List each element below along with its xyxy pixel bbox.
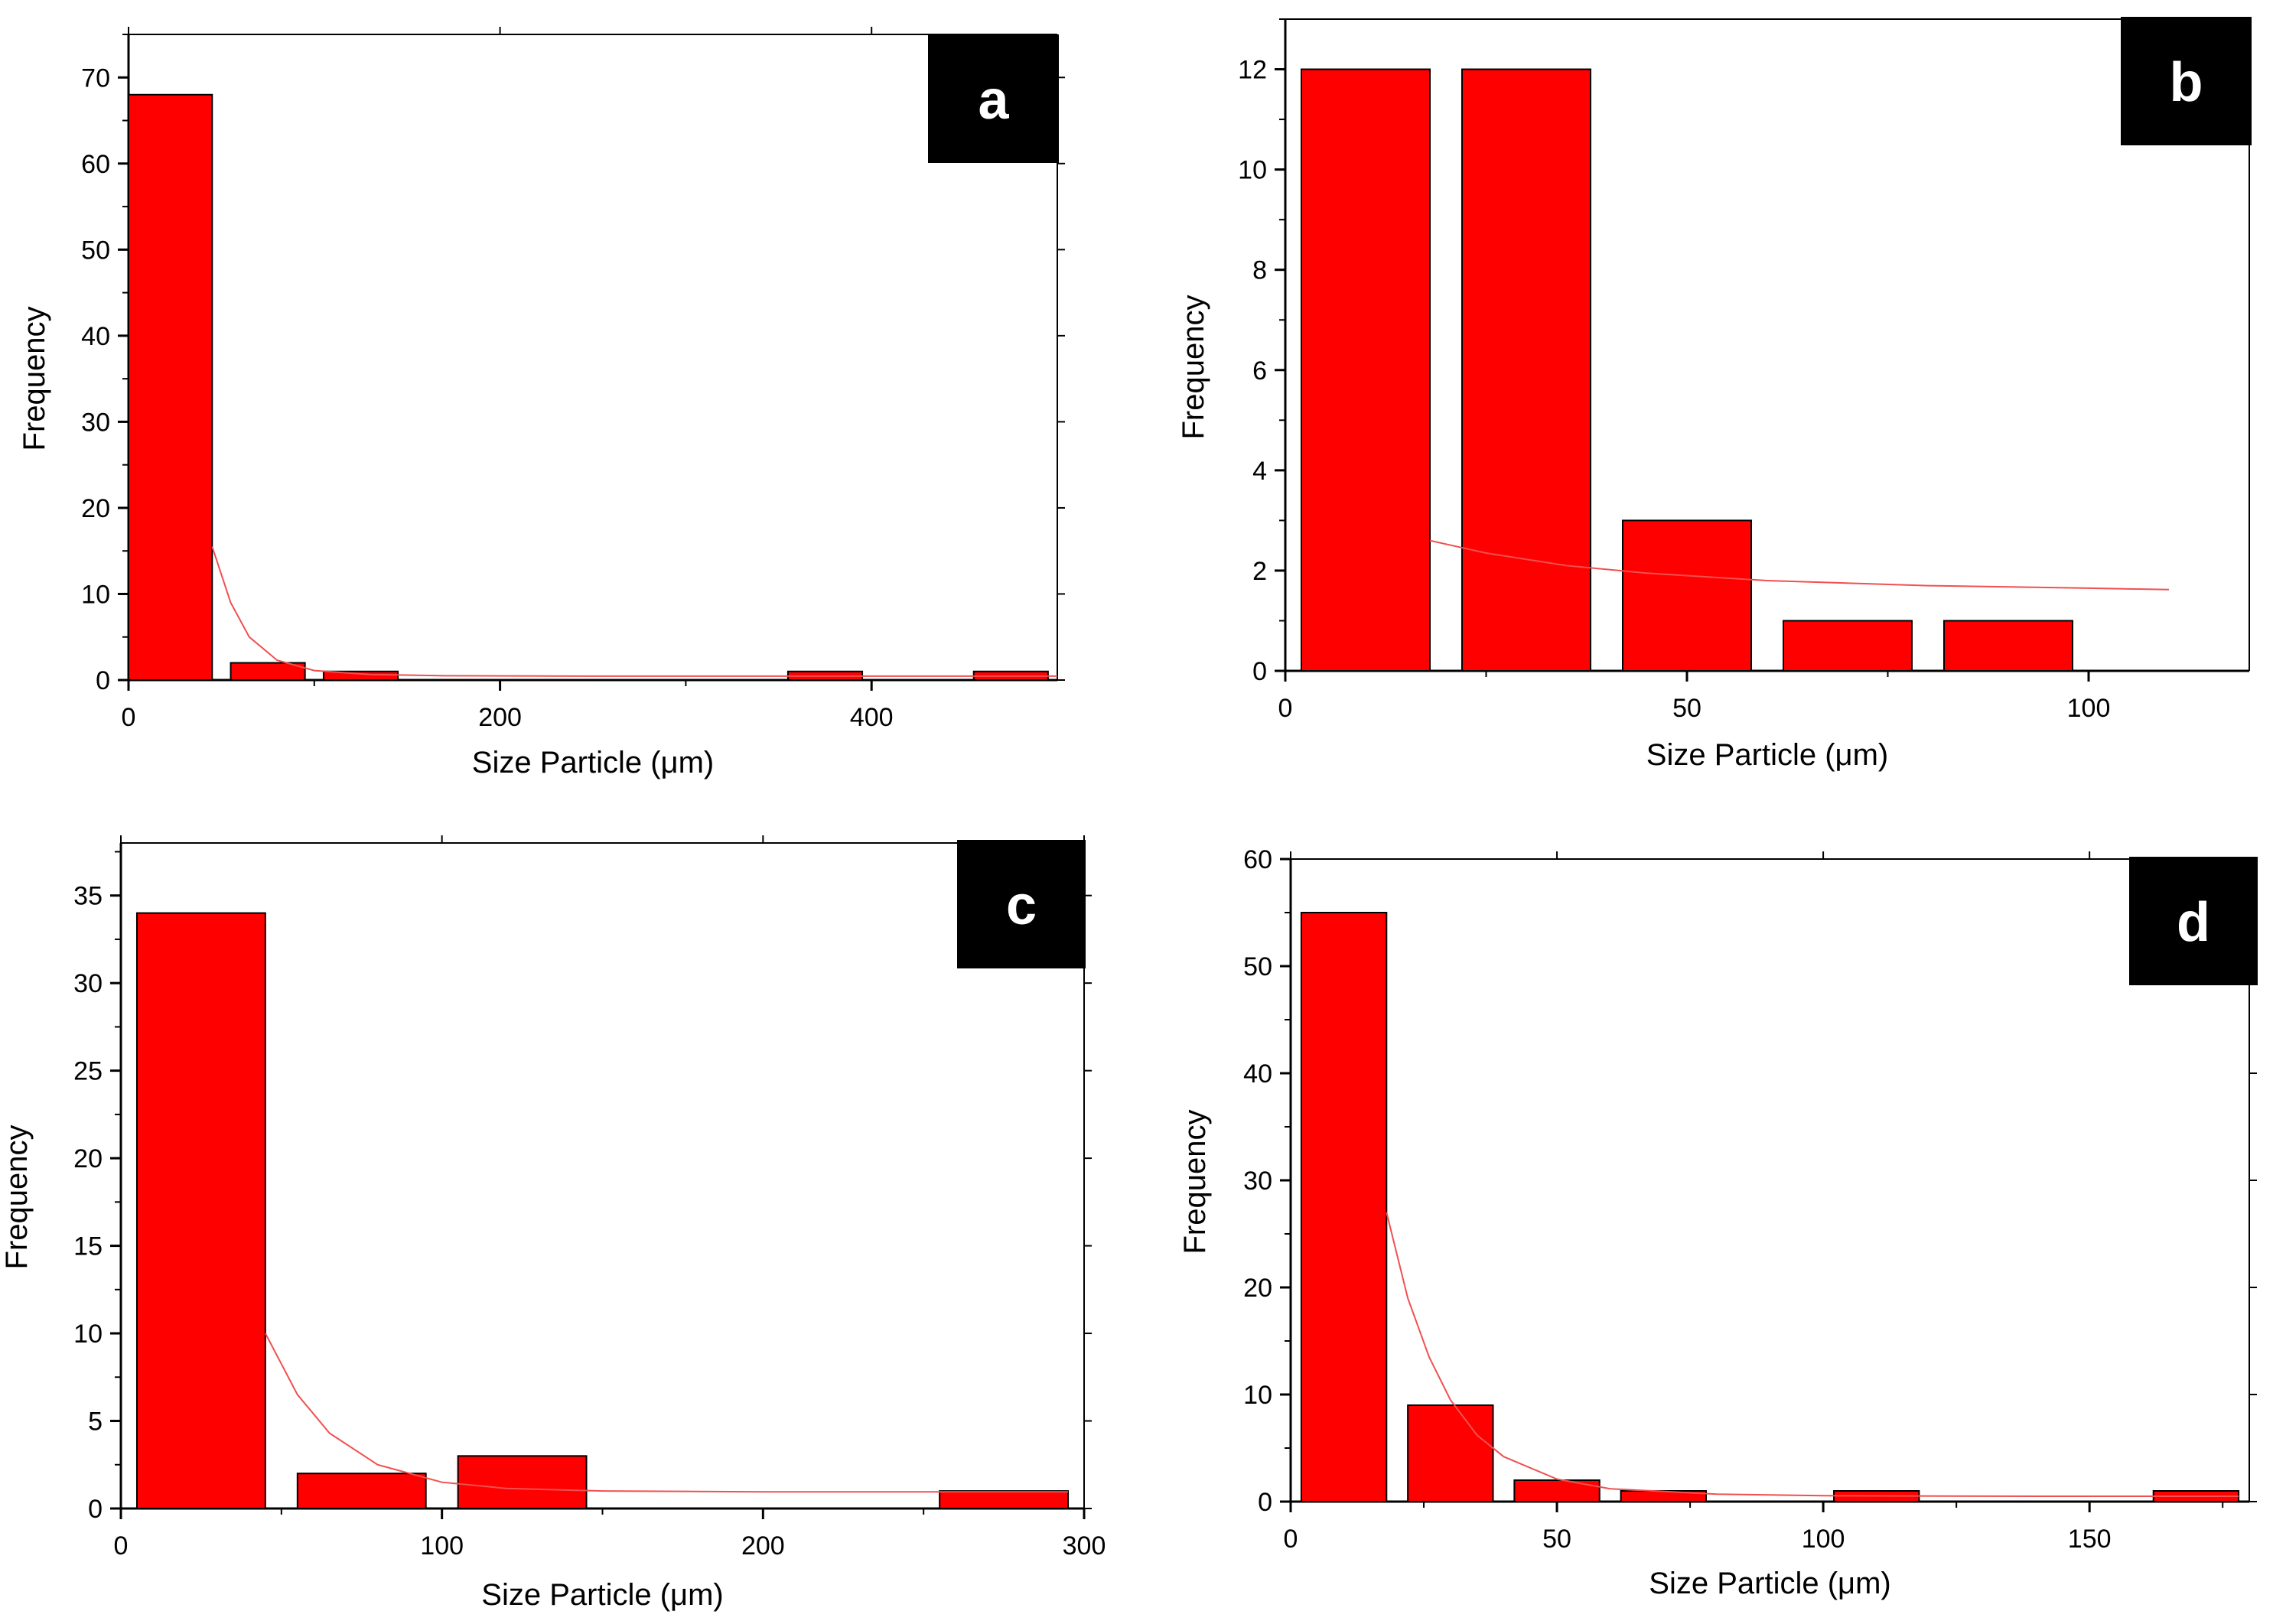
histogram-bar [457,1455,588,1510]
x-tick-label: 0 [122,703,136,732]
x-tick-label: 100 [2067,694,2111,723]
x-tick-label: 100 [1802,1525,1845,1554]
panel-label-box [2129,857,2258,985]
x-tick-label: 50 [1542,1525,1571,1554]
y-tick-label: 10 [1238,156,1267,185]
y-axis-title: Frequency [1177,295,1210,440]
x-tick-label: 300 [1063,1531,1106,1561]
fit-curve [211,546,1057,677]
x-tick-label: 200 [478,703,522,732]
panel-label: d [2177,892,2210,953]
y-tick-label: 60 [81,150,110,179]
panel-label-box [957,840,1086,968]
y-tick-label: 10 [1243,1381,1272,1410]
y-tick-label: 30 [73,969,103,998]
panel-label-box [928,34,1059,163]
y-tick-label: 20 [81,494,110,523]
x-axis-title: Size Particle (μm) [1646,738,1888,772]
x-tick-label: 0 [1278,694,1293,723]
histogram-bar [322,670,399,681]
y-tick-label: 4 [1252,457,1267,486]
y-tick-label: 20 [1243,1274,1272,1303]
y-tick-label: 15 [73,1232,103,1261]
y-tick-label: 30 [81,408,110,437]
histogram-bar [296,1473,427,1510]
fit-curve [1386,1212,2239,1497]
chart-panel-d: 0 10 20 30 40 50 60 0 50 100 150 Size Particle (μm)… [1178,845,2258,1600]
x-tick-label: 200 [741,1531,785,1561]
y-tick-label: 10 [73,1320,103,1349]
y-tick-label: 10 [81,580,110,609]
y-tick-label: 0 [1252,657,1267,686]
histogram-bar [1407,1404,1494,1502]
y-tick-label: 35 [73,882,103,911]
y-tick-label: 40 [81,322,110,351]
x-tick-label: 100 [420,1531,464,1561]
histogram-bar [135,912,266,1510]
y-tick-label: 70 [81,63,110,93]
fit-curve [265,1333,1068,1493]
y-tick-label: 2 [1252,557,1267,586]
fit-curve [1429,539,2170,591]
panel-label: a [978,70,1009,131]
chart-panel-c: 0 5 10 15 20 25 30 35 0 100 200 300 Size Particle (μ… [0,835,1106,1612]
y-tick-label: 40 [1243,1059,1272,1089]
y-tick-label: 50 [81,236,110,265]
x-tick-label: 50 [1672,694,1701,723]
chart-panel-b: 0 2 4 6 8 10 12 0 50 100 Size Particle (μm) Frequen… [1177,17,2252,772]
x-axis-title: Size Particle (μm) [481,1578,723,1612]
y-tick-label: 0 [1258,1488,1272,1517]
y-tick-label: 0 [88,1495,103,1524]
x-tick-label: 400 [850,703,894,732]
y-tick-label: 60 [1243,845,1272,874]
y-axis-title: Frequency [18,307,51,451]
histogram-bar [1461,68,1591,672]
histogram-bar [1943,620,2073,672]
y-tick-label: 5 [88,1408,103,1437]
panel-label: b [2170,52,2203,113]
y-tick-label: 30 [1243,1167,1272,1196]
y-tick-label: 6 [1252,356,1267,386]
histogram-bar [1622,519,1752,672]
panel-label: c [1006,875,1037,936]
y-tick-label: 50 [1243,952,1272,981]
histogram-bar [128,93,213,682]
x-tick-label: 150 [2068,1525,2112,1554]
y-axis-title: Frequency [1178,1110,1212,1255]
y-tick-label: 8 [1252,256,1267,285]
histogram-bar [230,662,306,682]
panel-label-box [2121,17,2252,145]
histogram-bar [1513,1479,1601,1502]
chart-panel-a: 0 10 20 30 40 50 60 70 0 200 400 Size Particle (μm)… [18,27,1065,779]
histogram-bar [1300,912,1388,1502]
x-axis-title: Size Particle (μm) [472,746,714,779]
y-tick-label: 25 [73,1057,103,1086]
y-tick-label: 20 [73,1144,103,1173]
histogram-bar [1783,620,1913,672]
x-axis-title: Size Particle (μm) [1649,1567,1890,1600]
y-tick-label: 12 [1238,56,1267,85]
x-tick-label: 0 [114,1531,129,1561]
y-axis-title: Frequency [0,1125,34,1270]
histogram-bar [939,1490,1070,1509]
histogram-bar [1301,68,1431,672]
y-tick-label: 0 [96,666,110,695]
x-tick-label: 0 [1284,1525,1298,1554]
